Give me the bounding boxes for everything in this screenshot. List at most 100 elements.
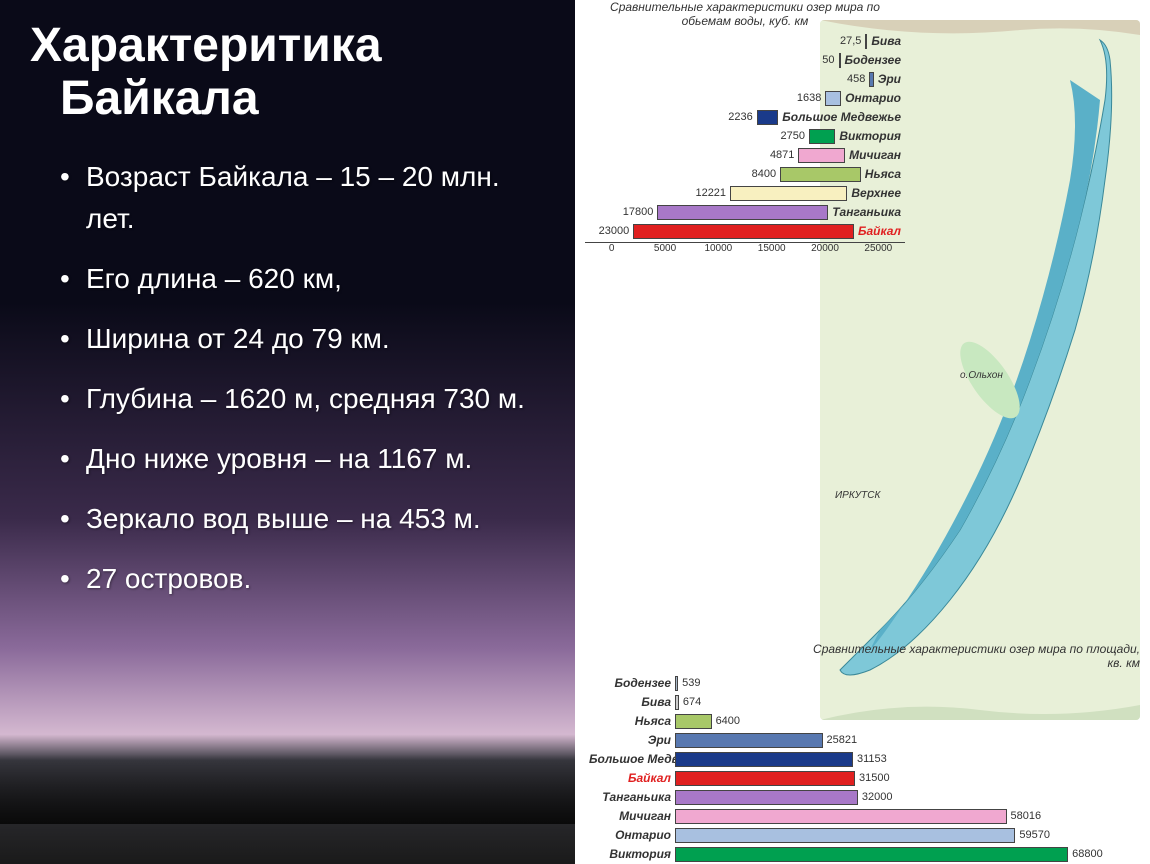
volume-bar-row: Байкал 23000 xyxy=(585,222,905,240)
area-bar-label: Бива xyxy=(585,695,675,709)
volume-bar-value: 27,5 xyxy=(836,35,865,47)
area-bar-value: 31153 xyxy=(853,753,891,765)
area-bar-label: Виктория xyxy=(585,847,675,861)
volume-bar-value: 12221 xyxy=(691,187,730,199)
area-bar-value: 32000 xyxy=(858,791,897,803)
volume-bar xyxy=(730,186,847,201)
area-bar-row: Ньяса 6400 xyxy=(585,712,1140,730)
facts-list: Возраст Байкала – 15 – 20 млн. лет. Его д… xyxy=(30,156,545,600)
fact-item: Зеркало вод выше – на 453 м. xyxy=(60,498,545,540)
area-bar-row: Танганьика 32000 xyxy=(585,788,1140,806)
area-bar-row: Большое Медвежье 31153 xyxy=(585,750,1140,768)
volume-bar-label: Бодензее xyxy=(841,53,905,67)
title-line-2: Байкала xyxy=(30,73,545,126)
axis-tick: 10000 xyxy=(692,243,745,254)
axis-tick: 5000 xyxy=(638,243,691,254)
area-bar-row: Бива 674 xyxy=(585,693,1140,711)
volume-bar-row: Бодензее50 xyxy=(585,51,905,69)
volume-bar-row: Верхнее 12221 xyxy=(585,184,905,202)
area-bar-value: 539 xyxy=(678,677,704,689)
volume-bar-row: Мичиган 4871 xyxy=(585,146,905,164)
area-bar-label: Эри xyxy=(585,733,675,747)
fact-item: Ширина от 24 до 79 км. xyxy=(60,318,545,360)
volume-bar-row: Танганьика 17800 xyxy=(585,203,905,221)
volume-bar-value: 23000 xyxy=(595,225,634,237)
area-bar-row: Онтарио 59570 xyxy=(585,826,1140,844)
axis-tick: 25000 xyxy=(852,243,905,254)
area-bar xyxy=(675,752,853,767)
area-bar xyxy=(675,733,823,748)
volume-bar xyxy=(780,167,861,182)
area-bar-row: Мичиган 58016 xyxy=(585,807,1140,825)
area-bar-label: Онтарио xyxy=(585,828,675,842)
volume-bar-value: 2750 xyxy=(776,130,808,142)
volume-bar-value: 17800 xyxy=(619,206,658,218)
area-bar-value: 6400 xyxy=(712,715,744,727)
volume-bar-row: Бива27,5 xyxy=(585,32,905,50)
volume-bar-label: Верхнее xyxy=(847,186,905,200)
map-label: о.Ольхон xyxy=(960,370,1003,381)
area-bar xyxy=(675,790,858,805)
volume-bar-label: Эри xyxy=(874,72,905,86)
volume-bar xyxy=(757,110,778,125)
area-bar xyxy=(675,714,712,729)
fact-item: Дно ниже уровня – на 1167 м. xyxy=(60,438,545,480)
axis-tick: 0 xyxy=(585,243,638,254)
volume-bar-value: 4871 xyxy=(766,149,798,161)
fact-item: Его длина – 620 км, xyxy=(60,258,545,300)
area-bar-value: 674 xyxy=(679,696,705,708)
area-chart-title: Сравнительные характеристики озер мира п… xyxy=(807,642,1140,670)
volume-bar-row: Большое Медвежье 2236 xyxy=(585,108,905,126)
volume-bar-label: Ньяса xyxy=(861,167,905,181)
area-bar-label: Танганьика xyxy=(585,790,675,804)
area-bar-row: Бодензее539 xyxy=(585,674,1140,692)
area-bar-label: Мичиган xyxy=(585,809,675,823)
page-title: Характеритика Байкала xyxy=(30,20,545,126)
volume-chart: Сравнительные характеристики озер мира п… xyxy=(585,0,905,254)
volume-bar-label: Мичиган xyxy=(845,148,905,162)
volume-bar-label: Танганьика xyxy=(828,205,905,219)
area-bar-value: 68800 xyxy=(1068,848,1107,860)
axis-tick: 15000 xyxy=(745,243,798,254)
area-bar-value: 59570 xyxy=(1015,829,1054,841)
volume-chart-title: Сравнительные характеристики озер мира п… xyxy=(585,0,905,28)
volume-bar xyxy=(825,91,841,106)
left-panel: Характеритика Байкала Возраст Байкала – … xyxy=(0,0,575,864)
fact-item: 27 островов. xyxy=(60,558,545,600)
volume-bar xyxy=(657,205,828,220)
area-bar-label: Большое Медвежье xyxy=(585,752,675,766)
volume-bar-label: Виктория xyxy=(835,129,905,143)
area-bar xyxy=(675,771,855,786)
volume-bar-label: Онтарио xyxy=(841,91,905,105)
area-bar-label: Байкал xyxy=(585,771,675,785)
volume-bar-value: 2236 xyxy=(724,111,756,123)
volume-bar-row: Онтарио 1638 xyxy=(585,89,905,107)
volume-bar-value: 458 xyxy=(843,73,869,85)
title-line-1: Характеритика xyxy=(30,19,382,72)
volume-bar xyxy=(633,224,854,239)
area-bar xyxy=(675,828,1015,843)
axis-tick: 20000 xyxy=(798,243,851,254)
area-bar xyxy=(675,809,1007,824)
volume-bar-value: 1638 xyxy=(793,92,825,104)
area-bar-row: Эри25821 xyxy=(585,731,1140,749)
area-chart: Сравнительные характеристики озер мира п… xyxy=(585,642,1140,864)
area-bar-row: Байкал 31500 xyxy=(585,769,1140,787)
area-bar-label: Бодензее xyxy=(585,676,675,690)
area-bar-label: Ньяса xyxy=(585,714,675,728)
volume-bar-row: Ньяса 8400 xyxy=(585,165,905,183)
volume-bar-value: 8400 xyxy=(748,168,780,180)
volume-bar-label: Большое Медвежье xyxy=(778,110,905,124)
area-bar xyxy=(675,847,1068,862)
volume-bar xyxy=(809,129,835,144)
area-bar-value: 31500 xyxy=(855,772,894,784)
area-bar-value: 58016 xyxy=(1007,810,1046,822)
fact-item: Глубина – 1620 м, средняя 730 м. xyxy=(60,378,545,420)
fact-item: Возраст Байкала – 15 – 20 млн. лет. xyxy=(60,156,545,240)
area-bar-row: Виктория 68800 xyxy=(585,845,1140,863)
volume-chart-axis: 2500020000150001000050000 xyxy=(585,242,905,254)
volume-bar-row: Виктория 2750 xyxy=(585,127,905,145)
volume-bar-value: 50 xyxy=(818,54,838,66)
volume-bar xyxy=(798,148,845,163)
volume-bar-label: Байкал xyxy=(854,224,905,238)
